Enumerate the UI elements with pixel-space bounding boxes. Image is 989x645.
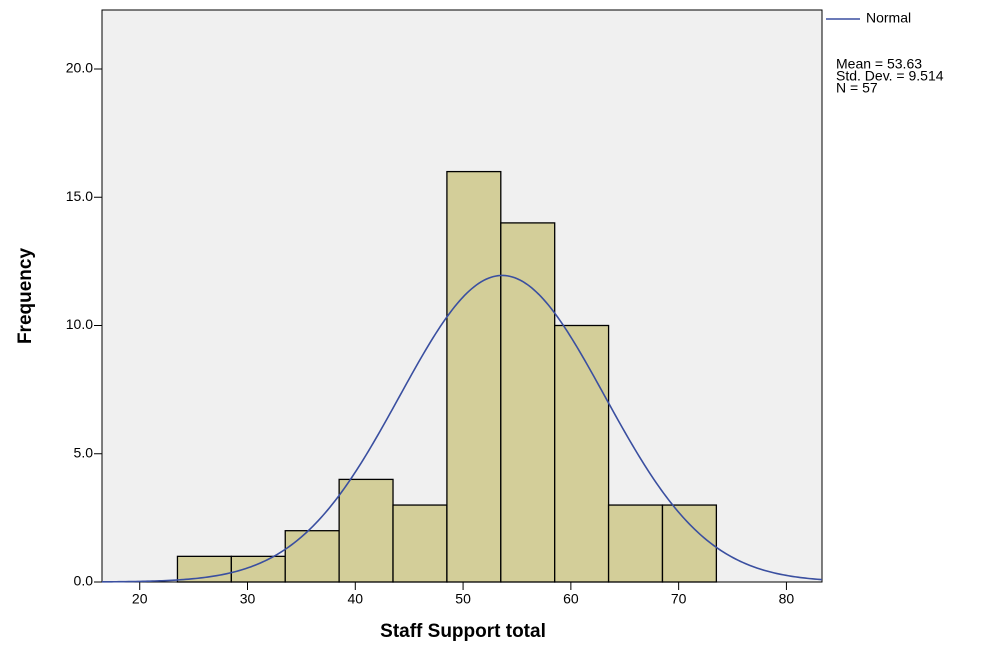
x-tick-label: 50 [455,591,471,607]
x-tick-label: 70 [671,591,687,607]
y-tick-label: 10.0 [66,316,93,332]
bar [392,504,448,583]
y-axis-label: Frequency [15,248,36,345]
bar [338,478,394,583]
x-tick-label: 80 [779,591,795,607]
annotation: N = 57 [836,80,878,96]
bar [446,170,502,583]
normal-curve [101,274,823,583]
bar [607,504,664,583]
annotation: Mean = 53.63 [836,56,922,72]
x-tick-label: 60 [563,591,579,607]
y-tick-label: 5.0 [74,444,94,460]
x-tick-label: 40 [348,591,364,607]
x-tick-label: 30 [240,591,256,607]
bar [661,504,718,583]
annotation: Std. Dev. = 9.514 [836,68,944,84]
bar [284,530,340,583]
y-tick-label: 20.0 [66,60,93,76]
bar [230,555,286,583]
x-tick-label: 20 [132,591,148,607]
x-axis-label: Staff Support total [380,621,546,642]
legend-label: Normal [866,10,911,26]
bar [554,324,610,583]
bar [500,222,556,583]
y-tick-label: 0.0 [74,573,94,589]
y-tick-label: 15.0 [66,188,93,204]
